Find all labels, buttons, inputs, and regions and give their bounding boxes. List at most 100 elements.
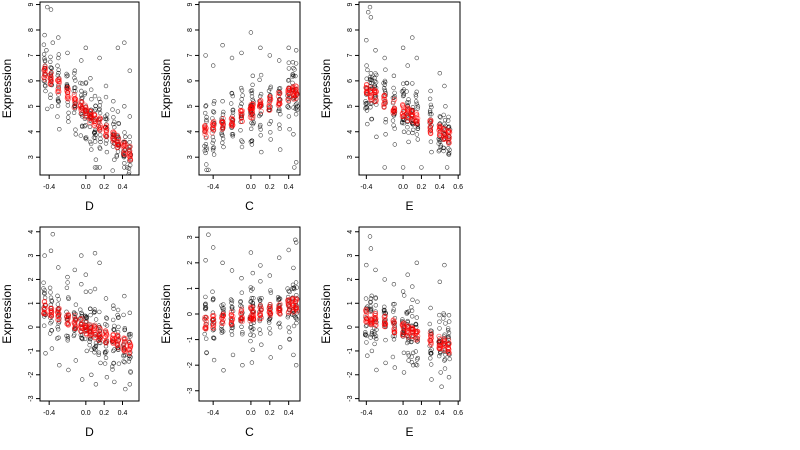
observed-point <box>72 267 78 273</box>
observed-point <box>404 310 409 315</box>
observed-point <box>64 333 69 338</box>
observed-point <box>368 335 373 340</box>
fitted-point <box>229 317 235 323</box>
observed-point <box>240 363 245 368</box>
fitted-point <box>72 96 78 102</box>
observed-point <box>73 78 78 83</box>
observed-point <box>374 327 379 332</box>
fitted-point <box>55 78 61 84</box>
fitted-point <box>413 337 419 343</box>
observed-point <box>111 361 116 366</box>
observed-point <box>438 115 443 120</box>
y-tick-label: 4 <box>28 130 35 134</box>
fitted-point <box>47 75 54 82</box>
fitted-point <box>114 332 121 338</box>
observed-point <box>382 87 388 93</box>
observed-point <box>372 332 377 337</box>
observed-point <box>374 336 379 342</box>
observed-point <box>267 326 272 331</box>
fitted-point <box>267 301 273 308</box>
observed-point <box>122 165 127 170</box>
fitted-point <box>48 308 55 314</box>
observed-point <box>294 317 300 322</box>
observed-point <box>292 67 297 72</box>
observed-point <box>259 296 264 301</box>
observed-point <box>447 356 452 362</box>
observed-point <box>257 113 262 119</box>
observed-point <box>410 130 415 136</box>
observed-point <box>248 332 253 337</box>
observed-point <box>211 63 216 68</box>
observed-point <box>259 149 264 155</box>
observed-point <box>65 50 70 56</box>
observed-point <box>42 32 47 38</box>
observed-point <box>437 353 442 359</box>
observed-point <box>210 289 215 294</box>
x-axis-label: C <box>245 425 254 439</box>
observed-point <box>410 35 415 40</box>
observed-point <box>441 145 446 151</box>
observed-point <box>211 110 217 115</box>
observed-point <box>364 108 370 113</box>
observed-point <box>73 127 78 132</box>
observed-point <box>249 88 255 93</box>
observed-point <box>48 295 54 300</box>
y-tick-label: 5 <box>347 104 354 108</box>
observed-point <box>65 336 71 341</box>
observed-point <box>248 338 253 344</box>
fitted-point <box>203 129 209 135</box>
observed-point <box>128 370 133 375</box>
observed-point <box>92 93 98 99</box>
observed-point <box>400 45 406 50</box>
observed-point <box>48 65 53 70</box>
fitted-point <box>285 89 291 95</box>
observed-point <box>73 132 79 137</box>
fitted-point <box>258 108 264 114</box>
observed-point <box>390 118 396 123</box>
observed-point <box>258 45 263 50</box>
observed-point <box>89 147 94 152</box>
observed-point <box>286 77 292 83</box>
observed-point <box>221 306 226 311</box>
observed-point <box>88 306 93 311</box>
x-tick-label: 0.2 <box>99 410 109 417</box>
x-tick-label: 0.4 <box>435 184 445 191</box>
fitted-point <box>363 306 369 313</box>
observed-point <box>368 246 374 251</box>
observed-point <box>249 126 254 132</box>
observed-point <box>409 339 414 345</box>
observed-point <box>73 302 79 307</box>
fitted-point <box>116 344 122 351</box>
fitted-point <box>219 320 225 326</box>
x-tick-label: -0.4 <box>360 184 372 191</box>
fitted-point <box>121 335 127 341</box>
observed-point <box>429 149 434 155</box>
observed-point <box>78 80 83 86</box>
fitted-point <box>55 308 61 314</box>
y-axis-label: Expression <box>0 284 14 343</box>
fitted-point <box>91 119 97 125</box>
fitted-point <box>229 123 236 129</box>
x-tick-label: -0.4 <box>360 410 372 417</box>
observed-point <box>446 375 452 380</box>
fitted-point <box>285 309 291 316</box>
observed-point <box>278 147 283 152</box>
fitted-point <box>382 313 388 319</box>
observed-point <box>287 329 292 335</box>
observed-point <box>258 94 263 99</box>
fitted-point <box>367 312 374 318</box>
observed-point <box>55 114 60 119</box>
observed-point <box>410 314 415 319</box>
observed-point <box>55 103 61 109</box>
observed-point <box>203 303 208 308</box>
fitted-point <box>445 345 451 351</box>
observed-point <box>57 363 62 368</box>
y-tick-label: 1 <box>187 286 194 290</box>
observed-point <box>48 92 53 97</box>
observed-point <box>294 363 299 368</box>
fitted-point <box>121 347 127 353</box>
fitted-point <box>110 129 117 135</box>
observed-point <box>49 346 55 351</box>
observed-point <box>436 149 441 154</box>
fitted-point <box>277 90 283 97</box>
